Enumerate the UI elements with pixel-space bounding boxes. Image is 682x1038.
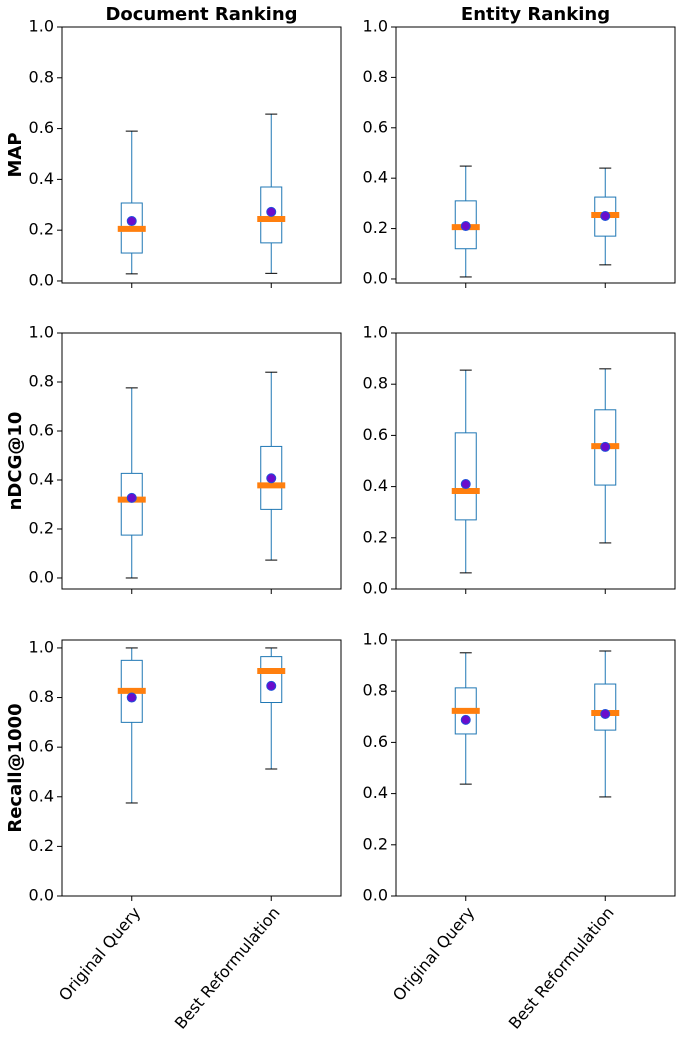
- y-tick-label: 0.0: [363, 268, 388, 287]
- y-tick-label: 0.2: [363, 218, 388, 237]
- plot-frame: [61, 26, 342, 284]
- y-tick-label: 0.4: [363, 168, 388, 187]
- mean: [126, 492, 137, 503]
- mean: [126, 216, 137, 227]
- y-tick-label: 1.0: [363, 630, 388, 649]
- mean: [460, 479, 471, 490]
- box: [454, 432, 477, 521]
- mean: [126, 692, 137, 703]
- y-tick-label: 0.0: [363, 579, 388, 598]
- y-tick-label: 0.0: [29, 270, 54, 289]
- y-tick-label: 0.0: [363, 886, 388, 905]
- y-tick-label: 0.8: [29, 67, 54, 86]
- y-axis-label: Recall@1000: [5, 703, 26, 832]
- y-tick-label: 0.6: [29, 118, 54, 137]
- plot-frame: [61, 332, 342, 590]
- mean: [266, 680, 277, 691]
- y-axis-label: MAP: [5, 132, 26, 177]
- y-tick-label: 0.4: [29, 169, 54, 188]
- panel-title: Entity Ranking: [461, 4, 610, 25]
- plot-frame: [395, 639, 676, 897]
- y-tick-label: 0.4: [363, 476, 388, 495]
- y-tick-label: 0.8: [363, 681, 388, 700]
- y-tick-label: 0.2: [29, 518, 54, 537]
- box: [594, 683, 617, 731]
- y-tick-label: 0.8: [29, 371, 54, 390]
- y-tick-label: 0.6: [363, 732, 388, 751]
- box: [260, 445, 283, 510]
- y-tick-label: 1.0: [29, 637, 54, 656]
- x-tick-label: Original Query: [55, 903, 144, 1004]
- y-tick-label: 1.0: [29, 323, 54, 342]
- y-tick-label: 1.0: [363, 17, 388, 36]
- y-tick-label: 0.6: [363, 117, 388, 136]
- mean: [266, 473, 277, 484]
- y-tick-label: 0.2: [363, 527, 388, 546]
- y-axis-label: nDCG@10: [5, 412, 26, 511]
- y-tick-label: 0.0: [29, 886, 54, 905]
- y-tick-label: 0.2: [29, 220, 54, 239]
- x-tick-label: Best Reformulation: [505, 903, 618, 1033]
- y-tick-label: 0.4: [29, 786, 54, 805]
- y-tick-label: 0.8: [363, 67, 388, 86]
- plot-frame: [395, 26, 676, 284]
- box: [260, 656, 283, 704]
- y-tick-label: 0.8: [363, 374, 388, 393]
- mean: [600, 441, 611, 452]
- mean: [460, 714, 471, 725]
- y-tick-label: 1.0: [363, 323, 388, 342]
- y-tick-label: 0.6: [29, 420, 54, 439]
- y-tick-label: 0.4: [363, 783, 388, 802]
- y-tick-label: 1.0: [29, 17, 54, 36]
- mean: [600, 210, 611, 221]
- mean: [266, 206, 277, 217]
- box: [260, 186, 283, 244]
- y-tick-label: 0.4: [29, 469, 54, 488]
- mean: [460, 221, 471, 232]
- x-tick-label: Best Reformulation: [171, 903, 284, 1033]
- y-tick-label: 0.2: [29, 836, 54, 855]
- mean: [600, 708, 611, 719]
- y-tick-label: 0.2: [363, 834, 388, 853]
- plot-frame: [61, 639, 342, 897]
- box: [120, 472, 143, 536]
- y-tick-label: 0.6: [29, 737, 54, 756]
- y-tick-label: 0.6: [363, 425, 388, 444]
- x-tick-label: Original Query: [389, 903, 478, 1004]
- y-tick-label: 0.0: [29, 567, 54, 586]
- plot-frame: [395, 332, 676, 590]
- panel-title: Document Ranking: [105, 4, 297, 25]
- y-tick-label: 0.8: [29, 687, 54, 706]
